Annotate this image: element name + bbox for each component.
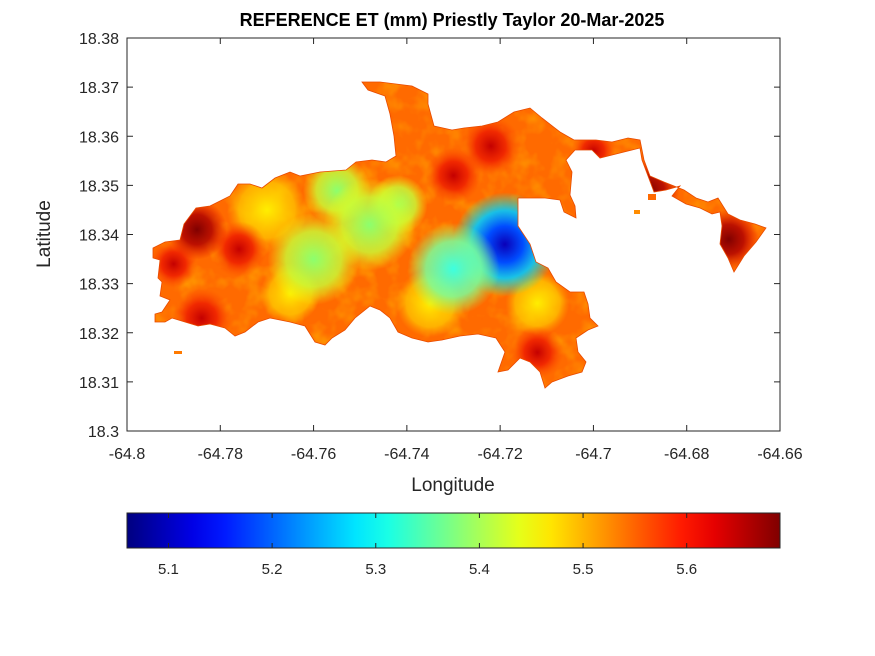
heat-hotspot: [267, 213, 360, 306]
y-axis-label: Latitude: [34, 200, 55, 268]
x-tick-label: -64.68: [664, 446, 709, 463]
y-tick-label: 18.37: [79, 80, 119, 97]
x-axis-label: Longitude: [411, 475, 494, 496]
colorbar-tick-label: 5.6: [676, 561, 697, 578]
y-tick-label: 18.36: [79, 129, 119, 146]
islet-patch: [648, 194, 656, 200]
axes: -64.8 -64.78 -64.76 -64.74 -64.72 -64.7 -64.68…: [79, 31, 803, 463]
islet-patch: [174, 351, 182, 354]
heat-hotspot: [407, 222, 500, 315]
colorbar-tick-label: 5.3: [365, 561, 386, 578]
x-tick-label: -64.76: [291, 446, 336, 463]
x-tick-label: -64.8: [109, 446, 146, 463]
colorbar-gradient: [126, 512, 781, 549]
x-tick-label: -64.78: [198, 446, 243, 463]
y-tick-label: 18.31: [79, 375, 119, 392]
chart-title: REFERENCE ET (mm) Priestly Taylor 20-Mar…: [240, 10, 665, 30]
heat-hotspot: [460, 116, 521, 177]
y-tick-label: 18.33: [79, 277, 119, 294]
colorbar-tick-label: 5.5: [573, 561, 594, 578]
y-tick-label: 18.34: [79, 228, 119, 245]
x-tick-label: -64.74: [384, 446, 429, 463]
x-tick-label: -64.7: [575, 446, 612, 463]
y-tick-label: 18.32: [79, 326, 119, 343]
colorbar-tick-label: 5.1: [158, 561, 179, 578]
colorbar: 5.1 5.2 5.3 5.4 5.5 5.6: [126, 512, 781, 578]
y-tick-label: 18.35: [79, 178, 119, 195]
colorbar-tick-label: 5.4: [469, 561, 490, 578]
x-tick-label: -64.66: [757, 446, 802, 463]
y-tick-label: 18.3: [88, 424, 119, 441]
islet-patch: [634, 210, 640, 214]
x-tick-label: -64.72: [477, 446, 522, 463]
colorbar-tick-label: 5.2: [262, 561, 283, 578]
y-tick-label: 18.38: [79, 31, 119, 48]
